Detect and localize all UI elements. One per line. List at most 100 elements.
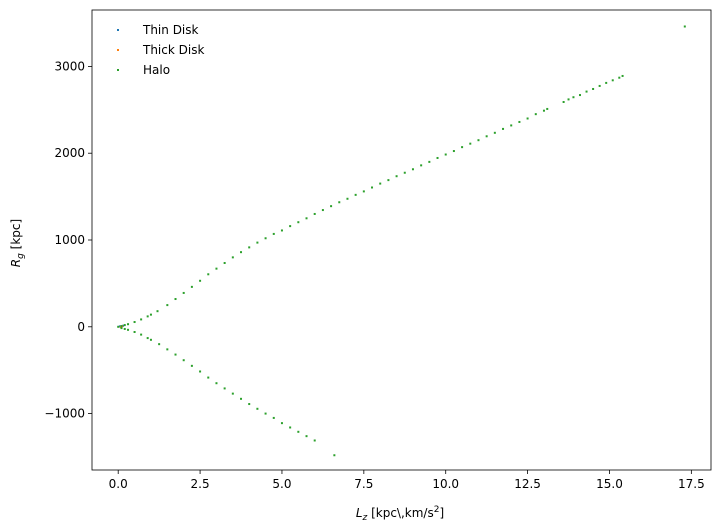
x-axis-label-sub: z [362, 513, 368, 523]
data-point [546, 107, 549, 110]
data-point [207, 273, 210, 276]
x-tick-label: 15.0 [596, 477, 623, 491]
data-point [264, 412, 267, 415]
data-point [534, 113, 537, 116]
y-tick-label: 0 [77, 320, 85, 334]
x-axis-label-units: [kpc\,km/s [367, 506, 433, 520]
y-axis-label: Rg [kpc] [9, 219, 26, 267]
data-point [182, 291, 185, 294]
x-axis-label-main: L [356, 506, 363, 520]
legend-label: Thick Disk [142, 43, 204, 57]
data-point [146, 315, 149, 318]
data-point [133, 331, 136, 333]
data-point [510, 124, 513, 127]
data-point [248, 403, 251, 406]
data-point [387, 179, 390, 182]
x-axis-label-units-close: ] [439, 506, 444, 520]
data-point [289, 426, 292, 429]
x-tick-label: 2.5 [191, 477, 210, 491]
y-tick-label: 3000 [54, 59, 85, 73]
data-point [362, 190, 365, 193]
data-point [149, 313, 152, 316]
data-point [371, 186, 374, 189]
data-point [333, 454, 336, 457]
data-point [190, 364, 193, 367]
scatter-marks [117, 25, 686, 457]
x-tick-label: 10.0 [432, 477, 459, 491]
data-point [338, 201, 341, 204]
data-point [223, 262, 226, 264]
data-point [605, 81, 608, 84]
data-point [395, 175, 398, 178]
data-point [133, 321, 136, 324]
y-tick-label: 2000 [54, 146, 85, 160]
data-point [346, 197, 349, 200]
data-point [120, 327, 123, 330]
y-axis-label-main: R [9, 259, 23, 267]
data-point [117, 325, 120, 328]
legend-marker [117, 49, 119, 51]
x-tick-label: 7.5 [354, 477, 373, 491]
axis-ticks: 0.0 2.5 5.0 7.5 10.0 12.5 15.0 17.5 −1000 0 1000 20… [44, 59, 704, 491]
data-point [207, 376, 210, 379]
data-point [493, 131, 496, 134]
data-point [199, 370, 202, 373]
data-point [436, 156, 439, 159]
x-tick-label: 12.5 [514, 477, 541, 491]
data-point [297, 430, 300, 433]
data-point [146, 337, 149, 340]
data-point [215, 267, 218, 270]
data-point [485, 135, 488, 138]
data-point [592, 87, 595, 90]
data-point [231, 256, 234, 259]
data-point [120, 325, 123, 328]
legend-label: Thin Disk [142, 23, 199, 37]
data-point [562, 101, 565, 103]
data-point [354, 193, 357, 196]
data-point [123, 324, 126, 327]
data-point [313, 212, 316, 215]
data-point [567, 98, 570, 101]
data-point [578, 94, 581, 97]
x-tick-label: 0.0 [109, 477, 128, 491]
data-point [248, 246, 251, 249]
legend: Thin Disk Thick Disk Halo [117, 23, 204, 77]
data-point [182, 359, 185, 362]
y-axis-label-sub: g [16, 253, 26, 259]
data-point [166, 304, 169, 307]
x-axis-label-units-sup: 2 [434, 505, 440, 515]
data-point [683, 25, 686, 28]
data-point [264, 237, 267, 240]
data-point [289, 225, 292, 228]
data-point [452, 150, 455, 153]
series-halo [117, 25, 686, 457]
data-point [158, 343, 161, 346]
data-point [140, 333, 143, 336]
data-point [428, 160, 431, 163]
data-point [411, 168, 414, 171]
data-point [444, 153, 447, 156]
data-point [280, 229, 283, 232]
data-point [140, 318, 143, 321]
data-point [379, 182, 382, 185]
data-point [330, 205, 333, 208]
legend-label: Halo [143, 63, 170, 77]
data-point [280, 422, 283, 425]
data-point [305, 435, 308, 438]
data-point [190, 285, 193, 288]
data-point [526, 117, 529, 120]
legend-marker [117, 69, 119, 71]
data-point [313, 439, 316, 442]
data-point [502, 127, 505, 130]
data-point [123, 327, 126, 330]
data-point [256, 241, 259, 244]
data-point [272, 416, 275, 419]
data-point [542, 109, 545, 112]
data-point [231, 392, 234, 395]
y-tick-label: −1000 [44, 407, 85, 421]
data-point [127, 328, 130, 331]
data-point [199, 279, 202, 282]
data-point [256, 407, 259, 410]
